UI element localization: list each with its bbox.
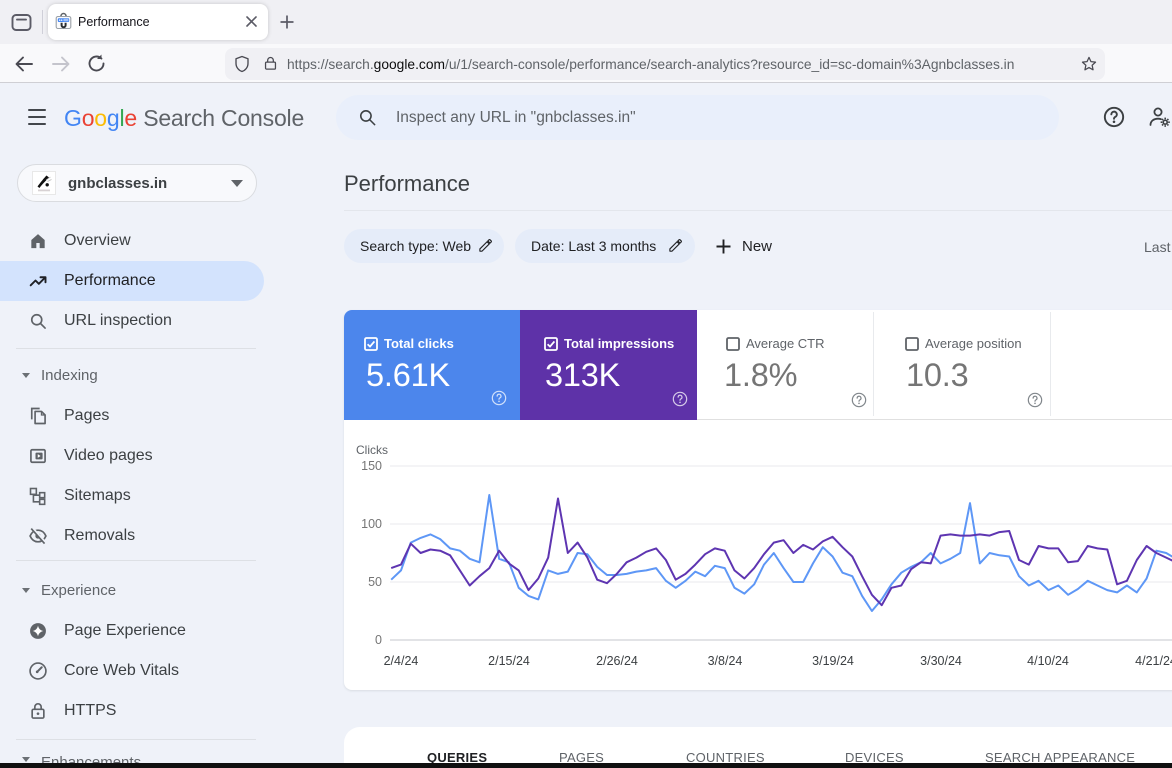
svg-text:150: 150 <box>361 459 382 473</box>
svg-text:2/4/24: 2/4/24 <box>384 654 419 668</box>
svg-text:4/10/24: 4/10/24 <box>1027 654 1069 668</box>
svg-text:Clicks: Clicks <box>356 443 388 457</box>
svg-text:2/15/24: 2/15/24 <box>488 654 530 668</box>
svg-text:3/30/24: 3/30/24 <box>920 654 962 668</box>
svg-text:3/8/24: 3/8/24 <box>708 654 743 668</box>
svg-text:100: 100 <box>361 517 382 531</box>
svg-text:0: 0 <box>375 633 382 647</box>
svg-text:4/21/24: 4/21/24 <box>1135 654 1172 668</box>
svg-text:2/26/24: 2/26/24 <box>596 654 638 668</box>
svg-text:3/19/24: 3/19/24 <box>812 654 854 668</box>
svg-text:50: 50 <box>368 575 382 589</box>
